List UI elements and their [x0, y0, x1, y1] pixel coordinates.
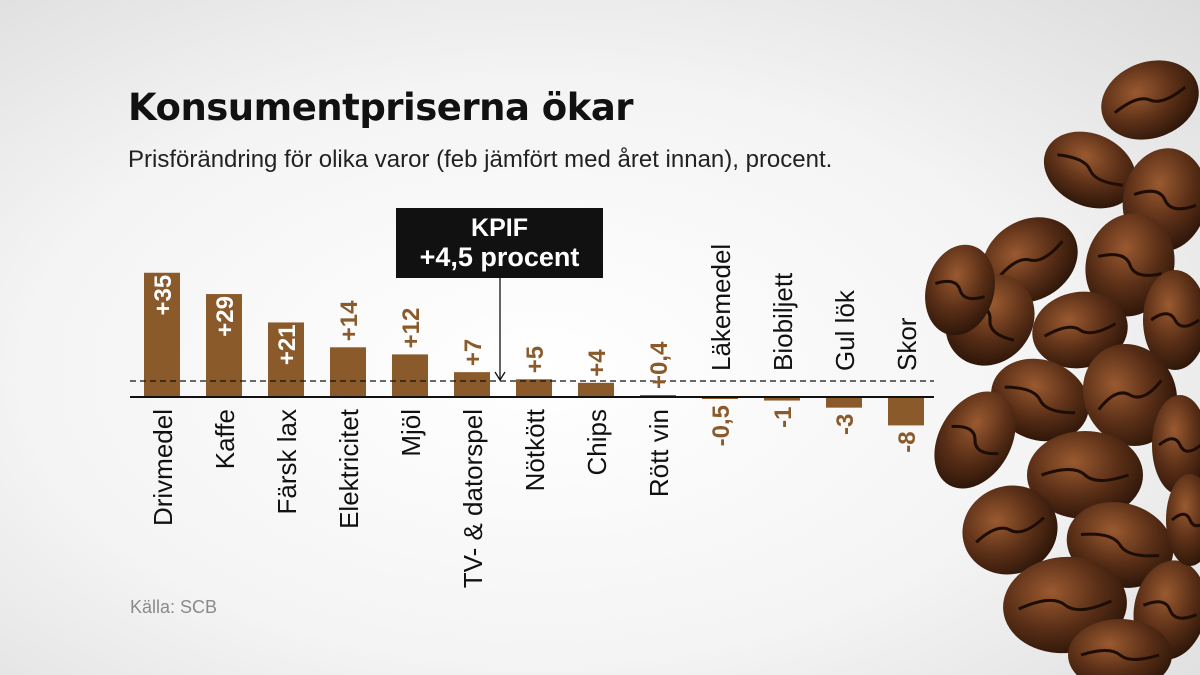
bar-7	[578, 382, 614, 397]
value-label-9: -0,5	[708, 405, 735, 446]
coffee-bean-crease	[1113, 86, 1187, 114]
coffee-bean-crease	[1041, 468, 1129, 482]
bar-6	[516, 379, 552, 397]
category-label-1: Kaffe	[210, 409, 240, 469]
bar-5	[454, 372, 490, 397]
coffee-beans-image	[925, 60, 1200, 675]
value-label-5: +7	[460, 339, 487, 366]
bar-3	[330, 347, 366, 397]
bar-2	[268, 322, 304, 397]
coffee-bean-crease	[1142, 600, 1198, 620]
category-label-12: Skor	[892, 317, 922, 371]
chart-subtitle: Prisförändring för olika varor (feb jämf…	[128, 146, 833, 173]
category-label-4: Mjöl	[396, 409, 426, 457]
value-label-3: +14	[336, 300, 363, 341]
kpif-arrowhead	[494, 371, 506, 382]
coffee-bean-crease	[951, 424, 999, 456]
coffee-bean	[1166, 474, 1200, 566]
bar-10	[764, 397, 800, 401]
value-label-10: -1	[770, 407, 797, 428]
value-label-11: -3	[832, 414, 859, 435]
coffee-bean-crease	[1171, 512, 1200, 528]
category-label-5: TV- & datorspel	[458, 409, 488, 588]
category-label-9: Läkemedel	[706, 244, 736, 371]
bar-12	[888, 397, 924, 426]
coffee-bean-crease	[1097, 379, 1163, 411]
category-label-11: Gul lök	[830, 289, 860, 371]
value-label-0: +35	[150, 275, 177, 316]
coffee-bean-crease	[1018, 598, 1112, 612]
bar-1	[206, 294, 242, 397]
value-label-2: +21	[274, 324, 301, 365]
category-label-2: Färsk lax	[272, 409, 302, 514]
coffee-bean-crease	[1097, 253, 1163, 277]
coffee-bean-crease	[1057, 153, 1123, 187]
value-label-4: +12	[398, 308, 425, 349]
coffee-bean-crease	[1133, 189, 1197, 211]
coffee-bean-crease	[1043, 322, 1117, 338]
coffee-bean-crease	[1080, 532, 1160, 558]
kpif-annotation-title: KPIF	[471, 214, 528, 242]
category-label-0: Drivmedel	[148, 409, 178, 526]
coffee-bean-crease	[1158, 437, 1200, 453]
coffee-bean-crease	[975, 516, 1045, 544]
category-label-10: Biobiljett	[768, 272, 798, 371]
bar-0	[144, 272, 180, 397]
value-label-7: +4	[584, 349, 611, 377]
coffee-bean	[1152, 395, 1200, 495]
value-label-1: +29	[212, 296, 239, 337]
category-label-7: Chips	[582, 409, 612, 475]
coffee-bean	[1143, 270, 1200, 370]
source-note: Källa: SCB	[130, 597, 218, 617]
coffee-bean	[1068, 619, 1172, 675]
value-label-8: +0,4	[646, 341, 673, 389]
value-label-12: -8	[894, 431, 921, 452]
bar-11	[826, 397, 862, 408]
bar-4	[392, 354, 428, 397]
chart-title: Konsumentpriserna ökar	[128, 86, 634, 129]
coffee-bean-crease	[934, 279, 986, 301]
category-label-3: Elektricitet	[334, 408, 364, 529]
kpif-annotation-box: KPIF +4,5 procent	[396, 208, 603, 278]
category-label-6: Nötkött	[520, 408, 550, 491]
coffee-bean-crease	[996, 240, 1064, 280]
value-label-6: +5	[522, 346, 549, 373]
coffee-bean-crease	[1150, 312, 1200, 328]
coffee-bean-crease	[1004, 385, 1076, 415]
kpif-annotation-value: +4,5 procent	[419, 242, 580, 272]
category-label-8: Rött vin	[644, 409, 674, 497]
coffee-bean-crease	[1080, 649, 1160, 661]
